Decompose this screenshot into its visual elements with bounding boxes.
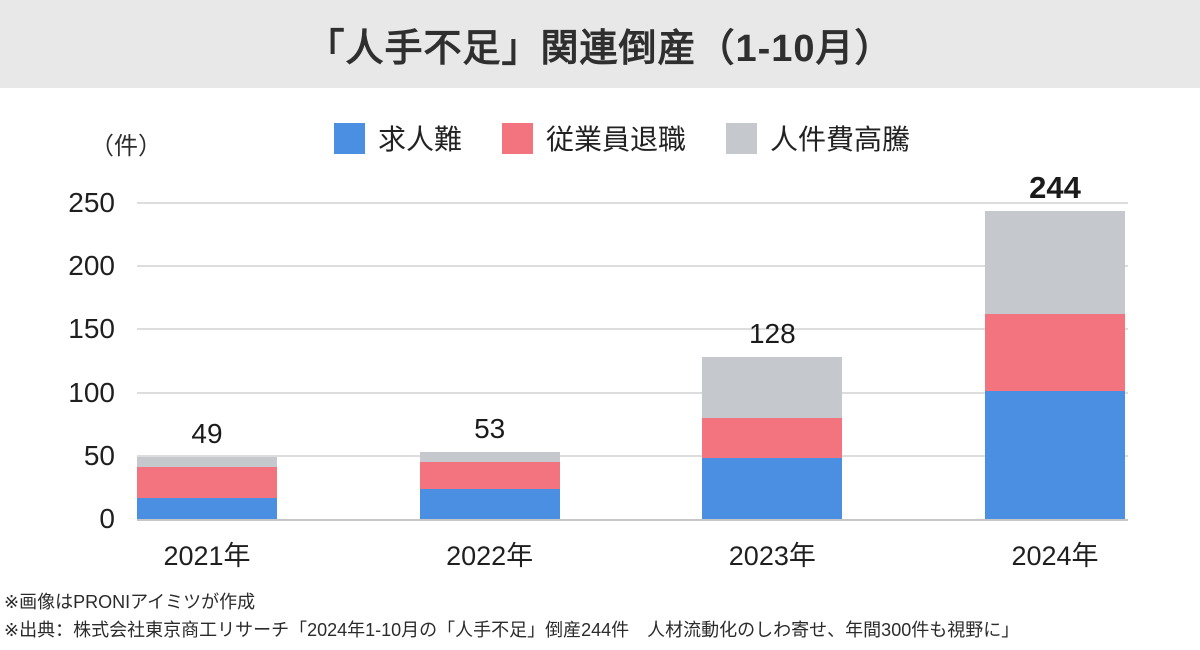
legend-label-求人難: 求人難 [378,124,463,155]
y-tick-label-250: 250 [68,187,115,218]
footer: ※画像はPRONIアイミツが作成 ※出典：株式会社東京商工リサーチ「2024年1… [4,588,1019,644]
bar-segment-2023年-人件費高騰 [702,357,843,418]
chart-title: 「人手不足」関連倒産（1-10月） [306,27,894,70]
gridline-250 [137,202,1128,204]
bar-total-label-2023年: 128 [748,318,796,350]
legend: 求人難 従業員退職 人件費高騰 [334,118,910,158]
legend-item-人件費高騰: 人件費高騰 [726,118,910,158]
y-axis-unit-label: （件） [90,133,162,160]
bar-segment-2022年-求人難 [419,488,560,519]
legend-item-従業員退職: 従業員退職 [502,118,686,158]
gridline-150 [137,328,1128,331]
x-axis-label-2021年: 2021年 [163,541,251,571]
gridline-50 [137,454,1128,457]
bar-segment-2022年-従業員退職 [419,462,560,489]
legend-item-求人難: 求人難 [334,118,462,158]
bar-total-label-2021年: 49 [191,418,223,450]
gridline-200 [137,265,1128,268]
x-axis-label-2024年: 2024年 [1011,541,1099,571]
bar-segment-2024年-求人難 [985,391,1125,519]
bar-segment-2021年-従業員退職 [137,467,277,498]
x-axis-label-2022年: 2022年 [446,541,534,571]
gridline-100 [137,391,1128,394]
bar-total-label-2022年: 53 [474,413,506,445]
legend-swatch-人件費高騰 [726,122,758,154]
legend-label-従業員退職: 従業員退職 [546,124,687,155]
y-axis-ticks: 0 50 100 150 200 250 [0,188,115,534]
title-bar: 「人手不足」関連倒産（1-10月） [0,0,1200,88]
y-tick-label-0: 0 [99,503,115,534]
footer-credit-line: ※画像はPRONIアイミツが作成 [4,592,256,612]
y-tick-label-200: 200 [68,250,115,282]
bar-segment-2022年-人件費高騰 [419,452,560,463]
x-axis-label-2023年: 2023年 [728,541,816,571]
bar-segment-2024年-従業員退職 [985,314,1125,392]
plot-area: 49 53 128 244 [137,172,1128,521]
bar-segment-2023年-従業員退職 [702,417,843,459]
bar-segment-2021年-人件費高騰 [137,457,277,468]
legend-swatch-求人難 [334,122,365,154]
x-axis-labels: 2021年 2022年 2023年 2024年 [137,534,1128,576]
bar-segment-2023年-求人難 [702,458,843,519]
y-tick-label-100: 100 [68,376,115,408]
legend-label-人件費高騰: 人件費高騰 [770,124,911,155]
y-tick-label-150: 150 [68,313,115,345]
legend-swatch-従業員退職 [502,122,534,154]
bar-total-label-2024年: 244 [1029,169,1081,205]
x-axis-line [137,519,1128,521]
y-tick-label-50: 50 [83,439,115,471]
bar-segment-2024年-人件費高騰 [985,210,1125,315]
bar-segment-2021年-求人難 [137,497,277,519]
footer-source-line: ※出典：株式会社東京商工リサーチ「2024年1-10月の「人手不足」倒産244件… [4,620,1020,640]
